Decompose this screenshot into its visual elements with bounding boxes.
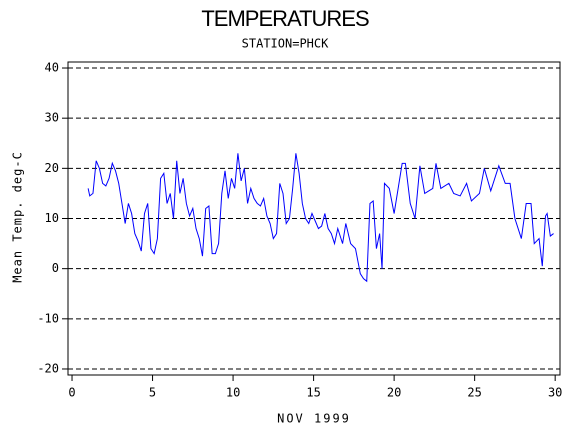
y-tick-label: -10 — [37, 311, 59, 325]
y-tick-label: 10 — [45, 211, 59, 225]
y-tick-label: 40 — [45, 61, 59, 75]
y-tick-label: 30 — [45, 111, 59, 125]
x-tick-label: 5 — [149, 386, 156, 400]
x-tick-label: 25 — [467, 386, 481, 400]
x-axis-label: NOV 1999 — [277, 412, 351, 426]
y-tick-label: 0 — [52, 261, 59, 275]
chart-subtitle: STATION=PHCK — [242, 37, 329, 51]
y-tick-label: -20 — [37, 361, 59, 375]
x-tick-label: 10 — [226, 386, 240, 400]
data-line — [87, 153, 554, 283]
y-tick-label: 20 — [45, 161, 59, 175]
x-tick-label: 15 — [306, 386, 320, 400]
x-tick-label: 20 — [387, 386, 401, 400]
x-tick-label: 0 — [68, 386, 75, 400]
chart-title: TEMPERATURES — [201, 6, 369, 31]
x-tick-label: 30 — [548, 386, 562, 400]
y-axis-label: Mean Temp. deg-C — [11, 151, 25, 283]
